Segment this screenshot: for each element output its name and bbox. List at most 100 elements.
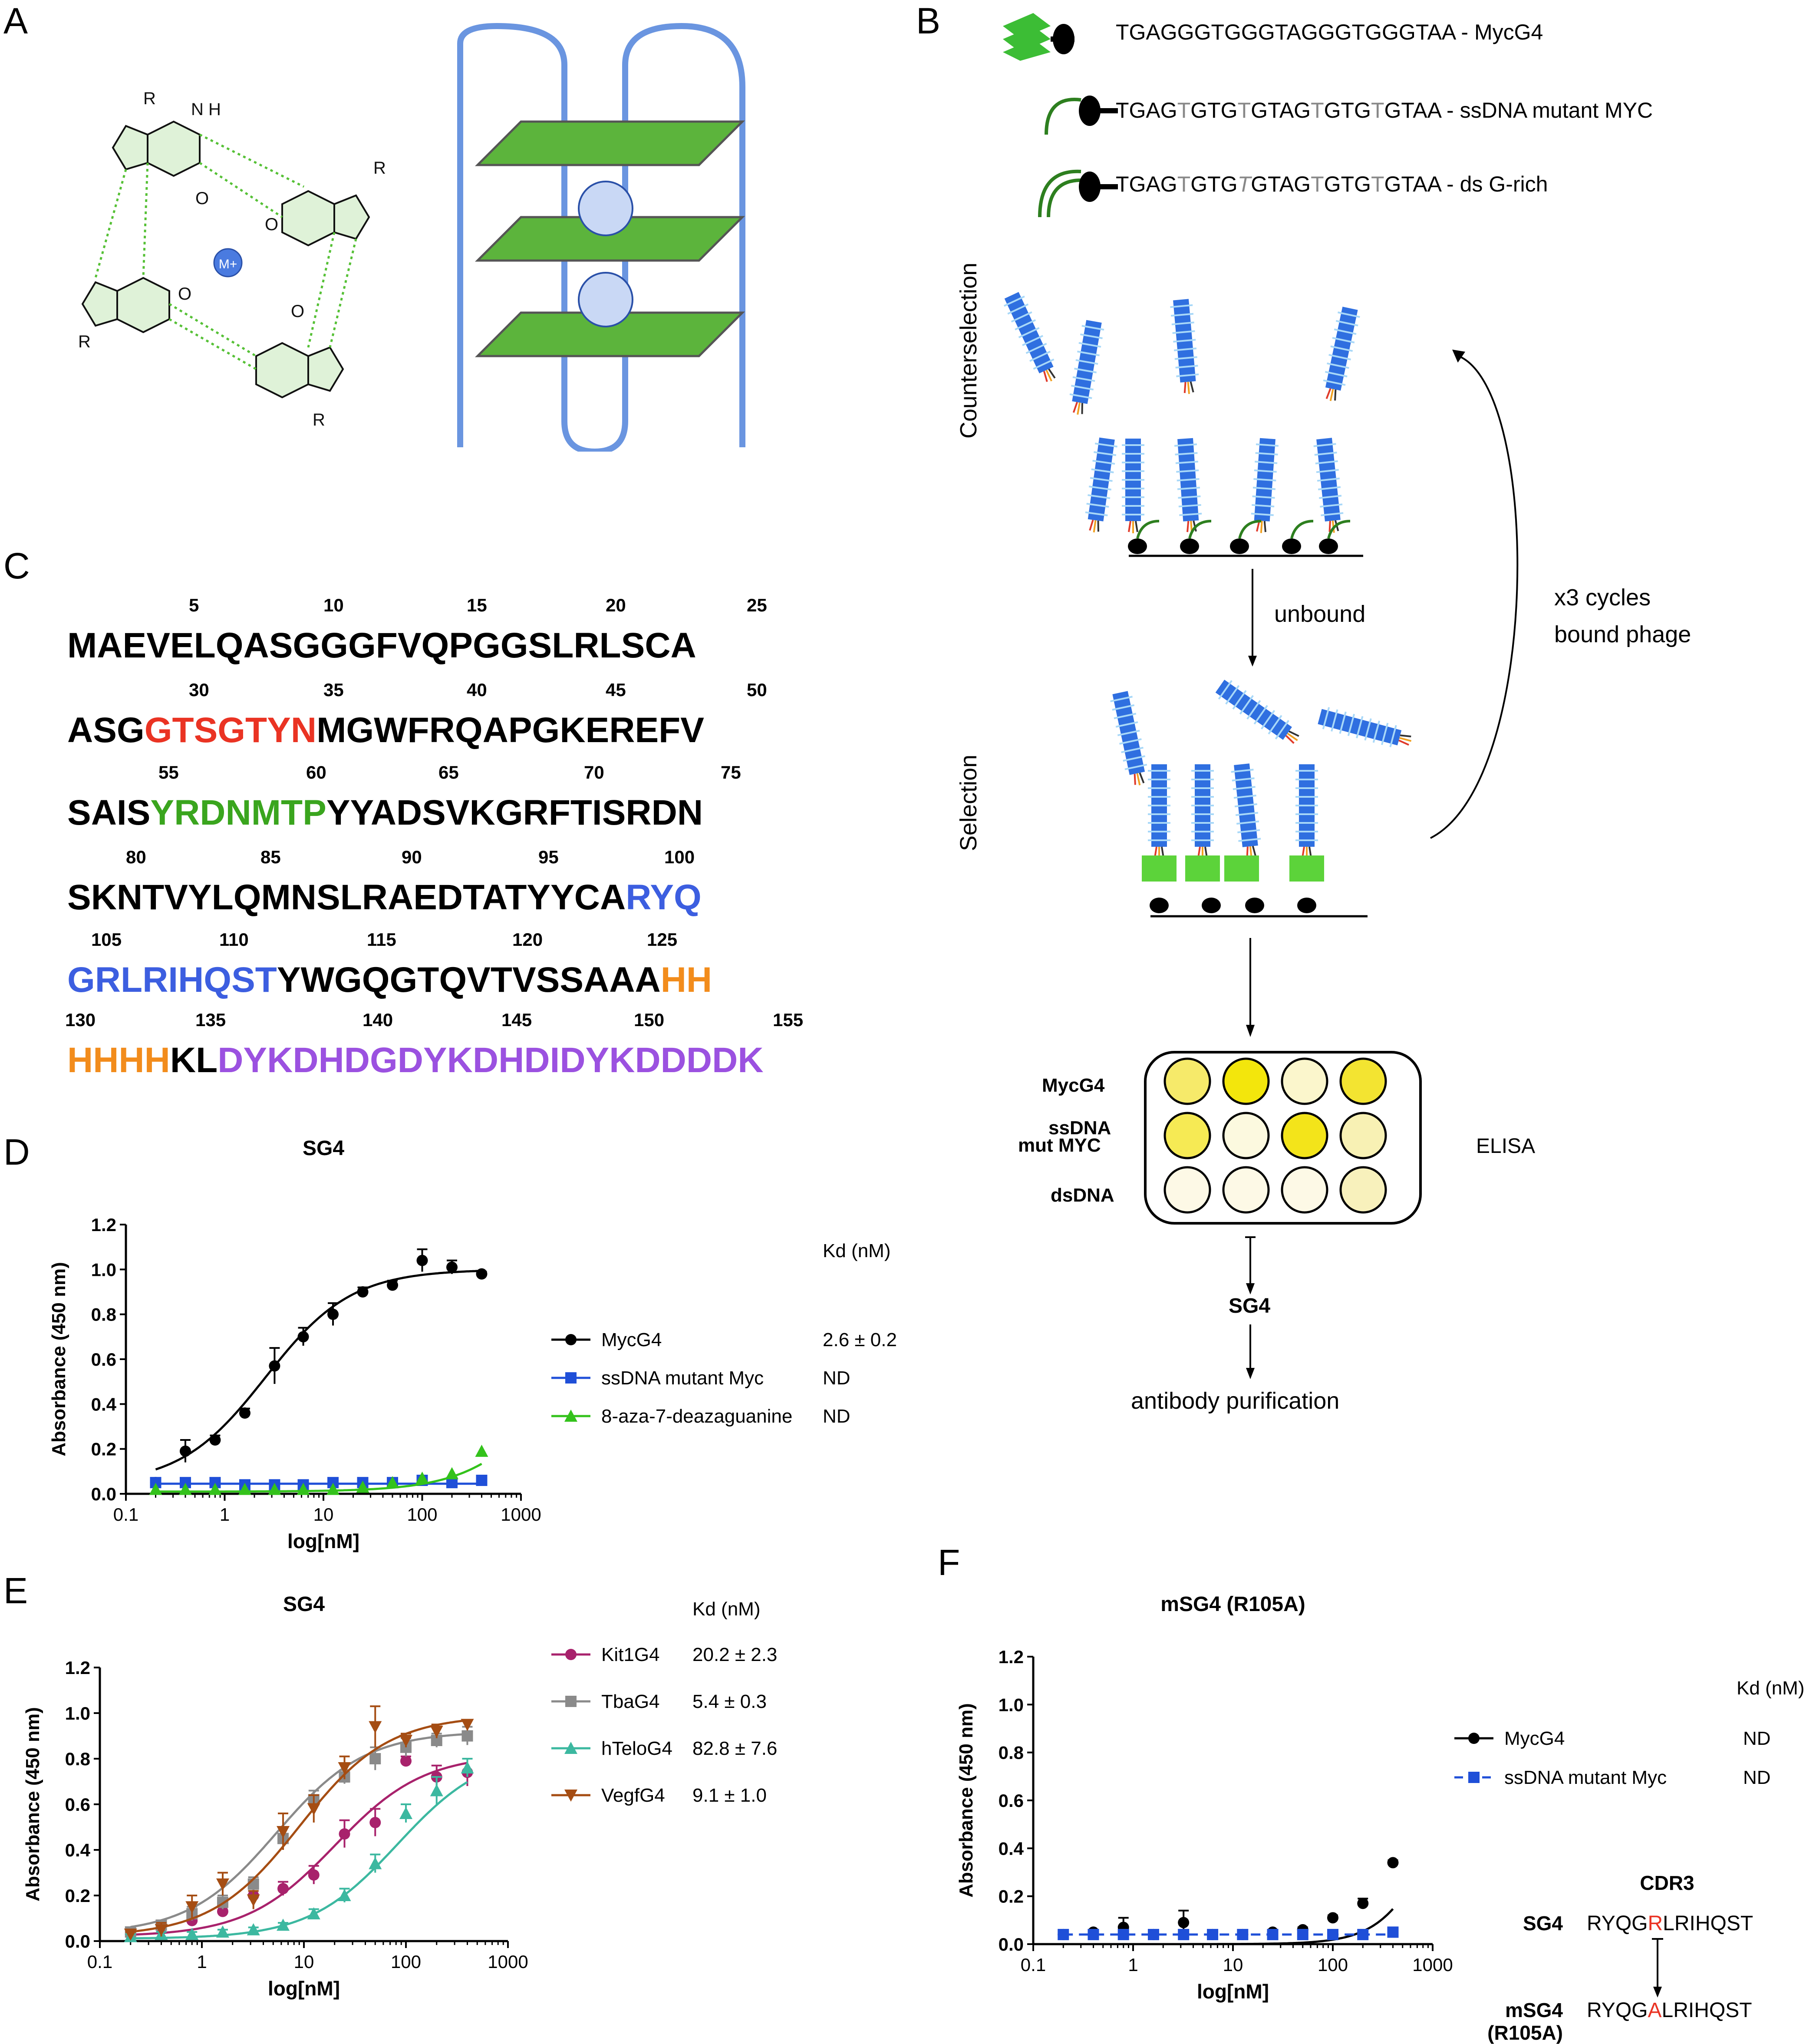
residue-number: 70 bbox=[584, 762, 604, 783]
data-point bbox=[461, 1761, 474, 1773]
fit-curve bbox=[155, 1463, 482, 1493]
residue-number: 40 bbox=[467, 680, 487, 700]
x-tick-label: 100 bbox=[407, 1504, 437, 1525]
elisa-plate-arrow bbox=[1246, 938, 1255, 1037]
data-point bbox=[185, 1901, 199, 1914]
fit-curve bbox=[130, 1781, 468, 1940]
fit-curve bbox=[130, 1762, 468, 1936]
data-point bbox=[565, 1649, 577, 1660]
data-point bbox=[277, 1826, 290, 1838]
cation-sphere-bottom bbox=[578, 272, 633, 327]
data-point bbox=[445, 1467, 458, 1479]
n-label: N bbox=[191, 100, 204, 119]
data-point bbox=[307, 1907, 320, 1919]
x-axis-label: log[nM] bbox=[287, 1530, 359, 1552]
legend-label: ssDNA mutant Myc bbox=[1504, 1767, 1667, 1788]
residue-number: 135 bbox=[195, 1010, 226, 1030]
sequence-line: SAISYRDNMTPYYADSVKGRFTISRDN bbox=[67, 793, 703, 833]
elisa-well bbox=[1163, 1057, 1211, 1105]
sequence-segment: YWGQGTQVTVSSAAA bbox=[277, 960, 661, 1000]
b-seq3-p2: GTG bbox=[1190, 172, 1238, 196]
data-point bbox=[1327, 1928, 1338, 1940]
data-point bbox=[369, 1817, 381, 1828]
data-point bbox=[564, 1410, 577, 1422]
x-tick-label: 10 bbox=[294, 1952, 314, 1972]
residue-number: 75 bbox=[721, 762, 741, 783]
data-point bbox=[178, 1483, 192, 1495]
legend-label: TbaG4 bbox=[601, 1691, 660, 1712]
y-tick-label: 0.0 bbox=[999, 1934, 1024, 1955]
sequence-segment: RYQ bbox=[626, 878, 702, 917]
g-tetrad-plates bbox=[475, 120, 745, 357]
elisa-well bbox=[1222, 1057, 1270, 1105]
elisa-well bbox=[1339, 1112, 1387, 1159]
legend-label: Kit1G4 bbox=[601, 1644, 660, 1665]
residue-number: 140 bbox=[363, 1010, 393, 1030]
sequence-line: GRLRIHQSTYWGQGTQVTVSSAAAHH bbox=[67, 960, 712, 1001]
residue-number: 80 bbox=[126, 847, 146, 867]
cdr3-sequence: RYQGALRIHQST bbox=[1587, 1999, 1752, 2022]
x-tick-label: 1000 bbox=[488, 1952, 528, 1972]
sequence-line: SKNTVYLQMNSLRAEDTATYYCARYQ bbox=[67, 877, 702, 918]
kd-header: Kd (nM) bbox=[823, 1240, 890, 1261]
data-point bbox=[357, 1286, 369, 1298]
residue-number: 100 bbox=[664, 847, 695, 867]
r-label-4: R bbox=[313, 410, 325, 429]
residue-number: 110 bbox=[219, 929, 249, 950]
cycles-label-line2: bound phage bbox=[1554, 621, 1691, 647]
y-tick-label: 0.6 bbox=[65, 1794, 90, 1815]
b-seq2-p1: T bbox=[1177, 98, 1191, 122]
residue-number: 20 bbox=[606, 595, 626, 615]
b-ssdna-icon bbox=[1042, 87, 1120, 139]
data-point bbox=[565, 1334, 577, 1345]
residue-number: 120 bbox=[512, 929, 543, 950]
b-seq2-p5: T bbox=[1311, 98, 1324, 122]
x-tick-label: 10 bbox=[313, 1504, 334, 1525]
residue-number: 50 bbox=[747, 680, 767, 700]
data-point bbox=[1267, 1928, 1279, 1940]
data-point bbox=[1327, 1912, 1338, 1924]
guanine-top-left bbox=[112, 120, 201, 177]
g-quadruplex-stack-diagram bbox=[457, 23, 745, 452]
legend-label: MycG4 bbox=[601, 1329, 662, 1351]
b-seq3-p6: GTG bbox=[1324, 172, 1371, 196]
data-point bbox=[297, 1331, 309, 1343]
elisa-row-ssdna: ssDNA bbox=[1048, 1117, 1111, 1139]
sequence-segment: MGWFRQAPGKEREFV bbox=[316, 710, 704, 750]
data-point bbox=[400, 1755, 412, 1767]
data-point bbox=[208, 1483, 222, 1495]
panel-letter-f: F bbox=[938, 1542, 960, 1583]
panel-letter-c: C bbox=[3, 545, 30, 586]
cdr3-seq-mutation: R bbox=[1648, 1912, 1663, 1935]
b-seq3-p4: GTAG bbox=[1251, 172, 1311, 196]
data-point bbox=[268, 1483, 281, 1495]
elisa-row-dsdna: dsDNA bbox=[1051, 1185, 1114, 1206]
legend-label: hTeloG4 bbox=[601, 1738, 672, 1759]
sequence-segment: ASG bbox=[67, 710, 145, 750]
x-tick-label: 0.1 bbox=[87, 1952, 112, 1972]
legend-kd-value: 82.8 ± 7.6 bbox=[692, 1738, 777, 1759]
data-point bbox=[1468, 1772, 1480, 1783]
y-tick-label: 1.0 bbox=[999, 1694, 1024, 1715]
data-point bbox=[277, 1919, 290, 1931]
residue-number: 30 bbox=[189, 680, 209, 700]
legend-label: VegfG4 bbox=[601, 1785, 665, 1806]
data-point bbox=[209, 1434, 221, 1446]
elisa-well bbox=[1281, 1166, 1328, 1214]
sg4-label: SG4 bbox=[1229, 1294, 1271, 1318]
atom-labels: R N H O R O R O O R bbox=[78, 89, 386, 429]
kd-header: Kd (nM) bbox=[1737, 1677, 1804, 1699]
legend-label: MycG4 bbox=[1504, 1728, 1565, 1749]
y-tick-label: 1.2 bbox=[999, 1647, 1024, 1667]
b-seq2-p3: T bbox=[1237, 98, 1251, 122]
data-point bbox=[475, 1444, 488, 1457]
cdr3-row-label-2: (R105A) bbox=[1487, 2021, 1563, 2044]
metal-ion-label: M+ bbox=[219, 257, 237, 271]
residue-number: 25 bbox=[747, 595, 767, 615]
sequence-segment: YYADSVKGRFTISRDN bbox=[326, 793, 703, 832]
x-axis-label: log[nM] bbox=[268, 1977, 340, 2000]
chart-title: SG4 bbox=[283, 1593, 325, 1616]
residue-number: 145 bbox=[501, 1010, 532, 1030]
data-point bbox=[124, 1928, 137, 1941]
guanine-bottom-left bbox=[81, 277, 170, 334]
